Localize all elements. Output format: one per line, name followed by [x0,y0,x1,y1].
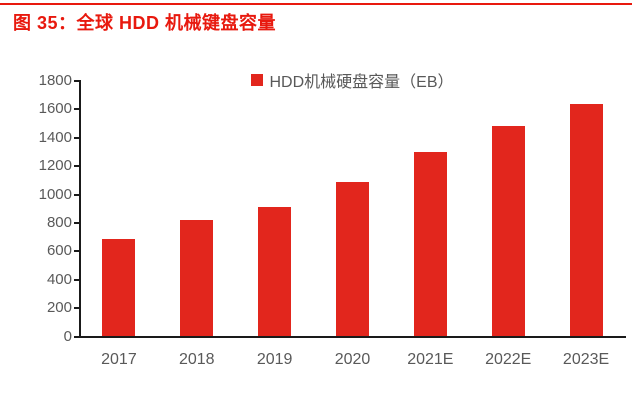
bar-2017 [102,238,136,337]
x-axis-label-2019: 2019 [256,351,293,368]
bar-2021E [413,151,447,337]
x-axis-label-2021E: 2021E [407,351,454,368]
y-axis-line [79,80,81,337]
y-axis-tick-label-1800: 1800 [38,72,72,89]
y-axis-tick-label-1000: 1000 [38,185,72,203]
y-axis-tick-200 [74,307,80,310]
bar-2019 [258,207,292,337]
x-axis-label-2018: 2018 [178,351,215,368]
x-axis-label-2023E: 2023E [562,351,610,368]
y-axis-tick-800 [74,221,80,224]
y-axis-tick-label-1200: 1200 [38,157,72,175]
x-axis-label-2020: 2020 [334,351,371,368]
y-axis-tick-label-600: 600 [46,242,72,260]
y-axis-tick-label-0: 0 [63,327,72,345]
y-axis-tick-400 [74,278,80,281]
legend-swatch-icon [251,74,264,86]
x-axis-line [74,335,626,338]
y-axis-tick-1000 [74,193,80,196]
y-axis-tick-1800 [74,80,80,82]
bar-2022E [491,126,525,337]
y-axis-tick-label-200: 200 [46,299,72,317]
y-axis-tick-label-800: 800 [46,213,72,231]
bar-2018 [180,220,214,337]
y-axis-tick-1400 [74,136,80,139]
y-axis-tick-label-1400: 1400 [38,128,72,146]
y-axis-tick-1200 [74,165,80,168]
y-axis-tick-600 [74,250,80,253]
legend-label: HDD机械硬盘容量（EB） [269,74,454,91]
y-axis-tick-label-1600: 1600 [38,100,72,118]
x-axis-label-2022E: 2022E [485,351,532,368]
y-axis-tick-label-400: 400 [46,270,72,288]
top-divider-line [0,3,632,5]
chart-legend: HDD机械硬盘容量（EB） [80,68,625,92]
bar-2023E [569,103,603,337]
bar-2020 [336,181,369,337]
y-axis-tick-1600 [74,108,80,111]
x-axis-label-2017: 2017 [101,351,137,368]
figure-title: 图 35：全球 HDD 机械键盘容量 [13,13,277,33]
